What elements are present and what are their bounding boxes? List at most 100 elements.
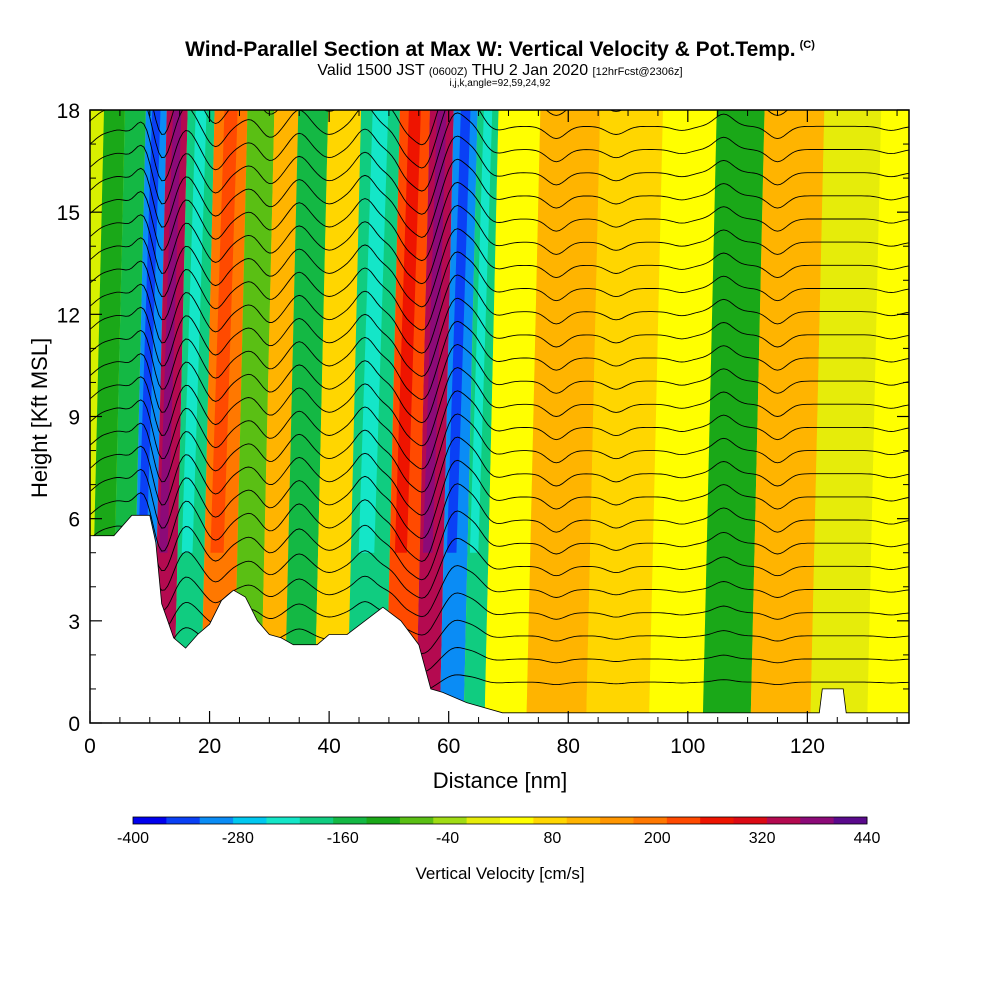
colorbar-tick-label: 80 [544, 830, 562, 847]
isentropes [90, 110, 909, 691]
velocity-band [484, 110, 541, 723]
isentrope-line [90, 537, 909, 599]
velocity-band [260, 110, 299, 723]
velocity-band [702, 110, 765, 723]
velocity-band [314, 110, 362, 723]
isentrope-line [90, 413, 909, 493]
y-tick-label: 18 [57, 100, 80, 123]
isentrope-line [90, 251, 909, 331]
velocity-band [750, 110, 825, 723]
x-tick-label: 20 [198, 735, 221, 758]
x-tick-label: 120 [790, 735, 825, 758]
utc-time: (0600Z) [428, 66, 468, 78]
y-axis-label: Height [Kft MSL] [27, 337, 52, 498]
valid-date: THU 2 Jan 2020 [471, 62, 589, 79]
colorbar-tick-label: -280 [222, 830, 254, 847]
chart-subtitle: Valid 1500 JST (0600Z) THU 2 Jan 2020 [1… [0, 62, 1000, 80]
colorbar-swatch [766, 817, 801, 824]
colorbar-frame [132, 816, 868, 825]
velocity-core [469, 110, 493, 553]
terrain [89, 514, 910, 724]
isentrope-line [90, 483, 909, 562]
isentrope-line [90, 459, 909, 539]
colorbar-swatch [366, 817, 401, 824]
x-tick-label: 0 [84, 735, 96, 758]
colorbar-swatch [500, 817, 534, 824]
y-tick-label: 0 [68, 713, 80, 736]
velocity-core [181, 110, 207, 553]
velocity-band [810, 110, 882, 723]
isentrope-line [90, 344, 909, 424]
copyright-mark: (C) [799, 39, 815, 51]
velocity-core [358, 110, 389, 553]
section-indices: i,j,k,angle=92,59,24,92 [449, 78, 551, 89]
colorbar-tick-label: 320 [749, 830, 776, 847]
velocity-core [210, 110, 238, 553]
colorbar-swatch [566, 817, 601, 824]
colorbar-swatch [833, 817, 868, 824]
velocity-core [394, 110, 421, 553]
colorbar-tick-label: -40 [436, 830, 459, 847]
colorbar-swatch [133, 817, 167, 824]
x-tick-label: 40 [317, 735, 340, 758]
velocity-core [446, 110, 471, 553]
colorbar-swatch [199, 817, 234, 824]
x-axis-label: Distance [nm] [432, 768, 568, 793]
colorbar-title: Vertical Velocity [cm/s] [415, 864, 585, 883]
colorbar-swatch [700, 817, 735, 824]
isentrope-line [90, 436, 909, 516]
isentrope-line [90, 135, 909, 215]
colorbar-swatch [733, 817, 768, 824]
isentrope-line [90, 110, 909, 169]
velocity-core [422, 110, 447, 553]
x-tick-label: 100 [670, 735, 705, 758]
velocity-band [867, 110, 909, 723]
isentrope-line [90, 320, 909, 400]
isentrope-line [90, 390, 909, 470]
isentrope-line [153, 110, 789, 146]
velocity-core [138, 110, 161, 553]
y-tick-label: 15 [57, 202, 80, 225]
colorbar-tick-label: -400 [117, 830, 149, 847]
isentrope-line [90, 181, 909, 262]
isentrope-line [90, 112, 909, 192]
isentrope-line [90, 297, 909, 377]
isentrope-line [90, 228, 909, 308]
title-text: Wind-Parallel Section at Max W: Vertical… [185, 38, 796, 61]
colorbar-swatch [800, 817, 835, 824]
isentrope-line [90, 510, 909, 581]
velocity-band [284, 110, 329, 723]
colorbar-swatch [399, 817, 434, 824]
x-tick-label: 60 [437, 735, 460, 758]
colorbar-swatch [166, 817, 201, 824]
colorbar-swatch [233, 817, 267, 824]
velocity-band [233, 110, 275, 723]
velocity-core [159, 110, 182, 553]
colorbar-swatch [266, 817, 301, 824]
colorbar-swatch [466, 817, 501, 824]
colorbar-swatch [333, 817, 368, 824]
valid-time: Valid 1500 JST [317, 62, 425, 79]
colorbar-swatch [633, 817, 668, 824]
y-tick-label: 9 [68, 407, 80, 430]
colorbar-swatch [299, 817, 334, 824]
colorbar-swatch [666, 817, 701, 824]
colorbar-tick-label: -160 [327, 830, 359, 847]
colorbar-swatch [433, 817, 468, 824]
colorbar-swatch [533, 817, 568, 824]
colorbar-swatch [600, 817, 634, 824]
colorbar-tick-label: 440 [854, 830, 881, 847]
velocity-band [648, 110, 717, 723]
chart-title: Wind-Parallel Section at Max W: Vertical… [0, 38, 1000, 62]
y-tick-label: 12 [57, 304, 80, 327]
x-tick-label: 80 [557, 735, 580, 758]
forecast-info: [12hrFcst@2306z] [592, 66, 683, 78]
isentrope-line [90, 158, 909, 238]
isentrope-line [90, 367, 909, 447]
isentrope-line [90, 205, 909, 285]
velocity-band [526, 110, 601, 723]
colorbar-tick-label: 200 [644, 830, 671, 847]
isentrope-line [90, 274, 909, 354]
y-tick-label: 6 [68, 509, 80, 532]
